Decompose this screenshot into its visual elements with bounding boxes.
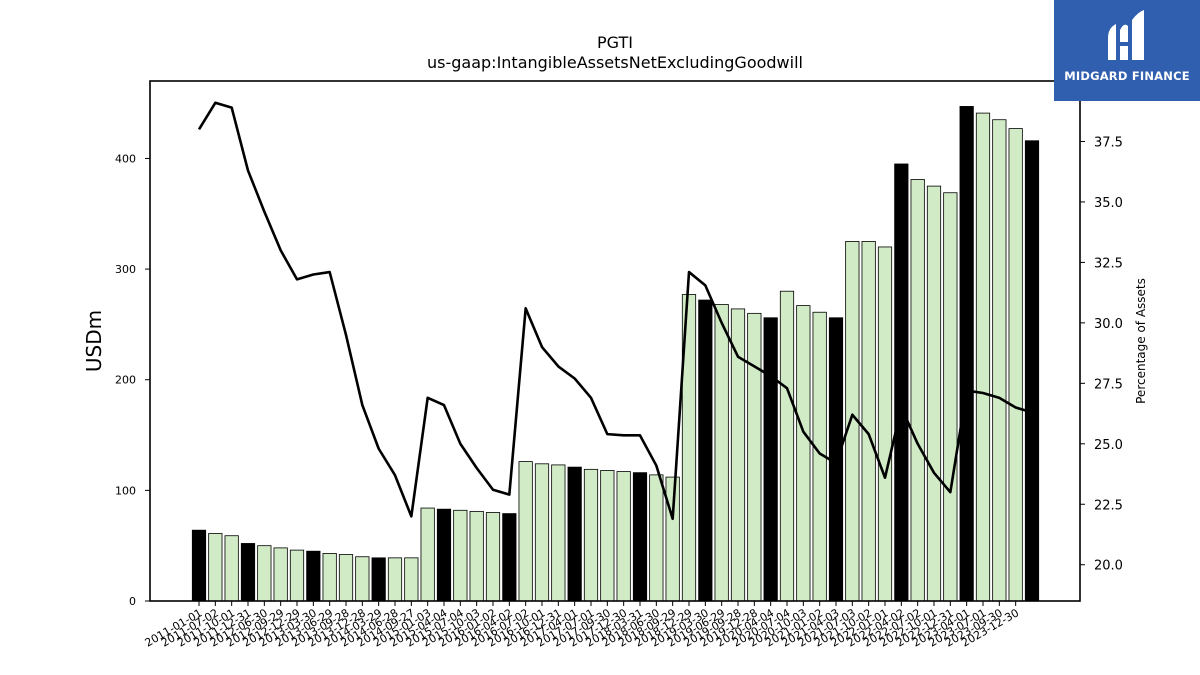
- bar: [665, 476, 680, 602]
- y2-tick-label: 22.5: [1094, 498, 1123, 513]
- bar: [191, 529, 207, 602]
- axes: 0 100 200 300 400 20.0 22.5 25.0 27.5 30.0 32.5 35.…: [115, 80, 1123, 650]
- bar: [600, 470, 615, 602]
- bar: [910, 179, 925, 602]
- plot-frame: [149, 80, 1081, 602]
- y-tick-label: 0: [129, 595, 136, 608]
- bar: [322, 553, 337, 602]
- bar: [469, 510, 484, 602]
- bar: [257, 545, 272, 602]
- bar: [534, 463, 550, 602]
- bar: [355, 556, 370, 602]
- bar: [567, 466, 582, 602]
- bar: [796, 305, 811, 602]
- bar-series: [191, 106, 1040, 602]
- bar: [289, 549, 305, 602]
- chart-title: PGTI: [597, 33, 633, 52]
- bar: [387, 557, 403, 602]
- line-series: [197, 101, 1033, 521]
- y2-tick-label: 37.5: [1094, 135, 1123, 150]
- bar: [861, 241, 876, 602]
- bar: [420, 507, 435, 602]
- brand-mark-icon: [1108, 10, 1144, 61]
- bar: [943, 192, 958, 602]
- y-tick-label: 300: [115, 263, 136, 276]
- bar: [975, 112, 991, 602]
- y-axis-label: USDm: [82, 310, 106, 372]
- bar: [616, 471, 631, 602]
- bar: [1024, 140, 1040, 602]
- percentage-line: [197, 101, 1033, 521]
- y-tick-label: 100: [115, 484, 136, 497]
- bar: [649, 474, 664, 602]
- chart-subtitle: us-gaap:IntangibleAssetsNetExcludingGood…: [427, 53, 803, 72]
- bar: [1008, 128, 1023, 602]
- bar: [992, 119, 1007, 602]
- bar: [436, 508, 452, 602]
- bar: [877, 246, 893, 602]
- y2-tick-label: 20.0: [1094, 559, 1123, 574]
- bar: [730, 308, 746, 602]
- brand-name: MIDGARD FINANCE: [1064, 69, 1190, 83]
- bar: [485, 512, 501, 602]
- bar: [404, 557, 419, 602]
- bar: [371, 557, 386, 602]
- bar: [240, 543, 256, 602]
- bar: [632, 472, 648, 602]
- bar: [502, 513, 517, 602]
- bar: [208, 533, 223, 602]
- bar: [779, 290, 795, 602]
- y2-tick-label: 32.5: [1094, 256, 1123, 271]
- bar: [926, 185, 942, 602]
- bar: [306, 550, 321, 602]
- bar: [453, 509, 468, 602]
- y2-tick-label: 25.0: [1094, 438, 1123, 453]
- bar: [763, 317, 778, 602]
- bar: [959, 106, 974, 602]
- bar: [518, 461, 533, 602]
- bar: [551, 464, 566, 602]
- y2-tick-label: 30.0: [1094, 317, 1123, 332]
- bar: [747, 312, 762, 602]
- brand-logo: MIDGARD FINANCE: [1054, 0, 1200, 101]
- bar: [338, 554, 354, 602]
- bar: [894, 163, 909, 602]
- bar: [273, 547, 288, 602]
- y-tick-label: 200: [115, 374, 136, 387]
- y2-tick-label: 35.0: [1094, 196, 1123, 211]
- bar: [714, 304, 729, 602]
- y-tick-label: 400: [115, 152, 136, 165]
- bar: [698, 299, 713, 602]
- y2-tick-label: 27.5: [1094, 377, 1123, 392]
- bar: [224, 535, 239, 602]
- y2-axis-label: Percentage of Assets: [1134, 278, 1148, 404]
- bar: [583, 468, 599, 602]
